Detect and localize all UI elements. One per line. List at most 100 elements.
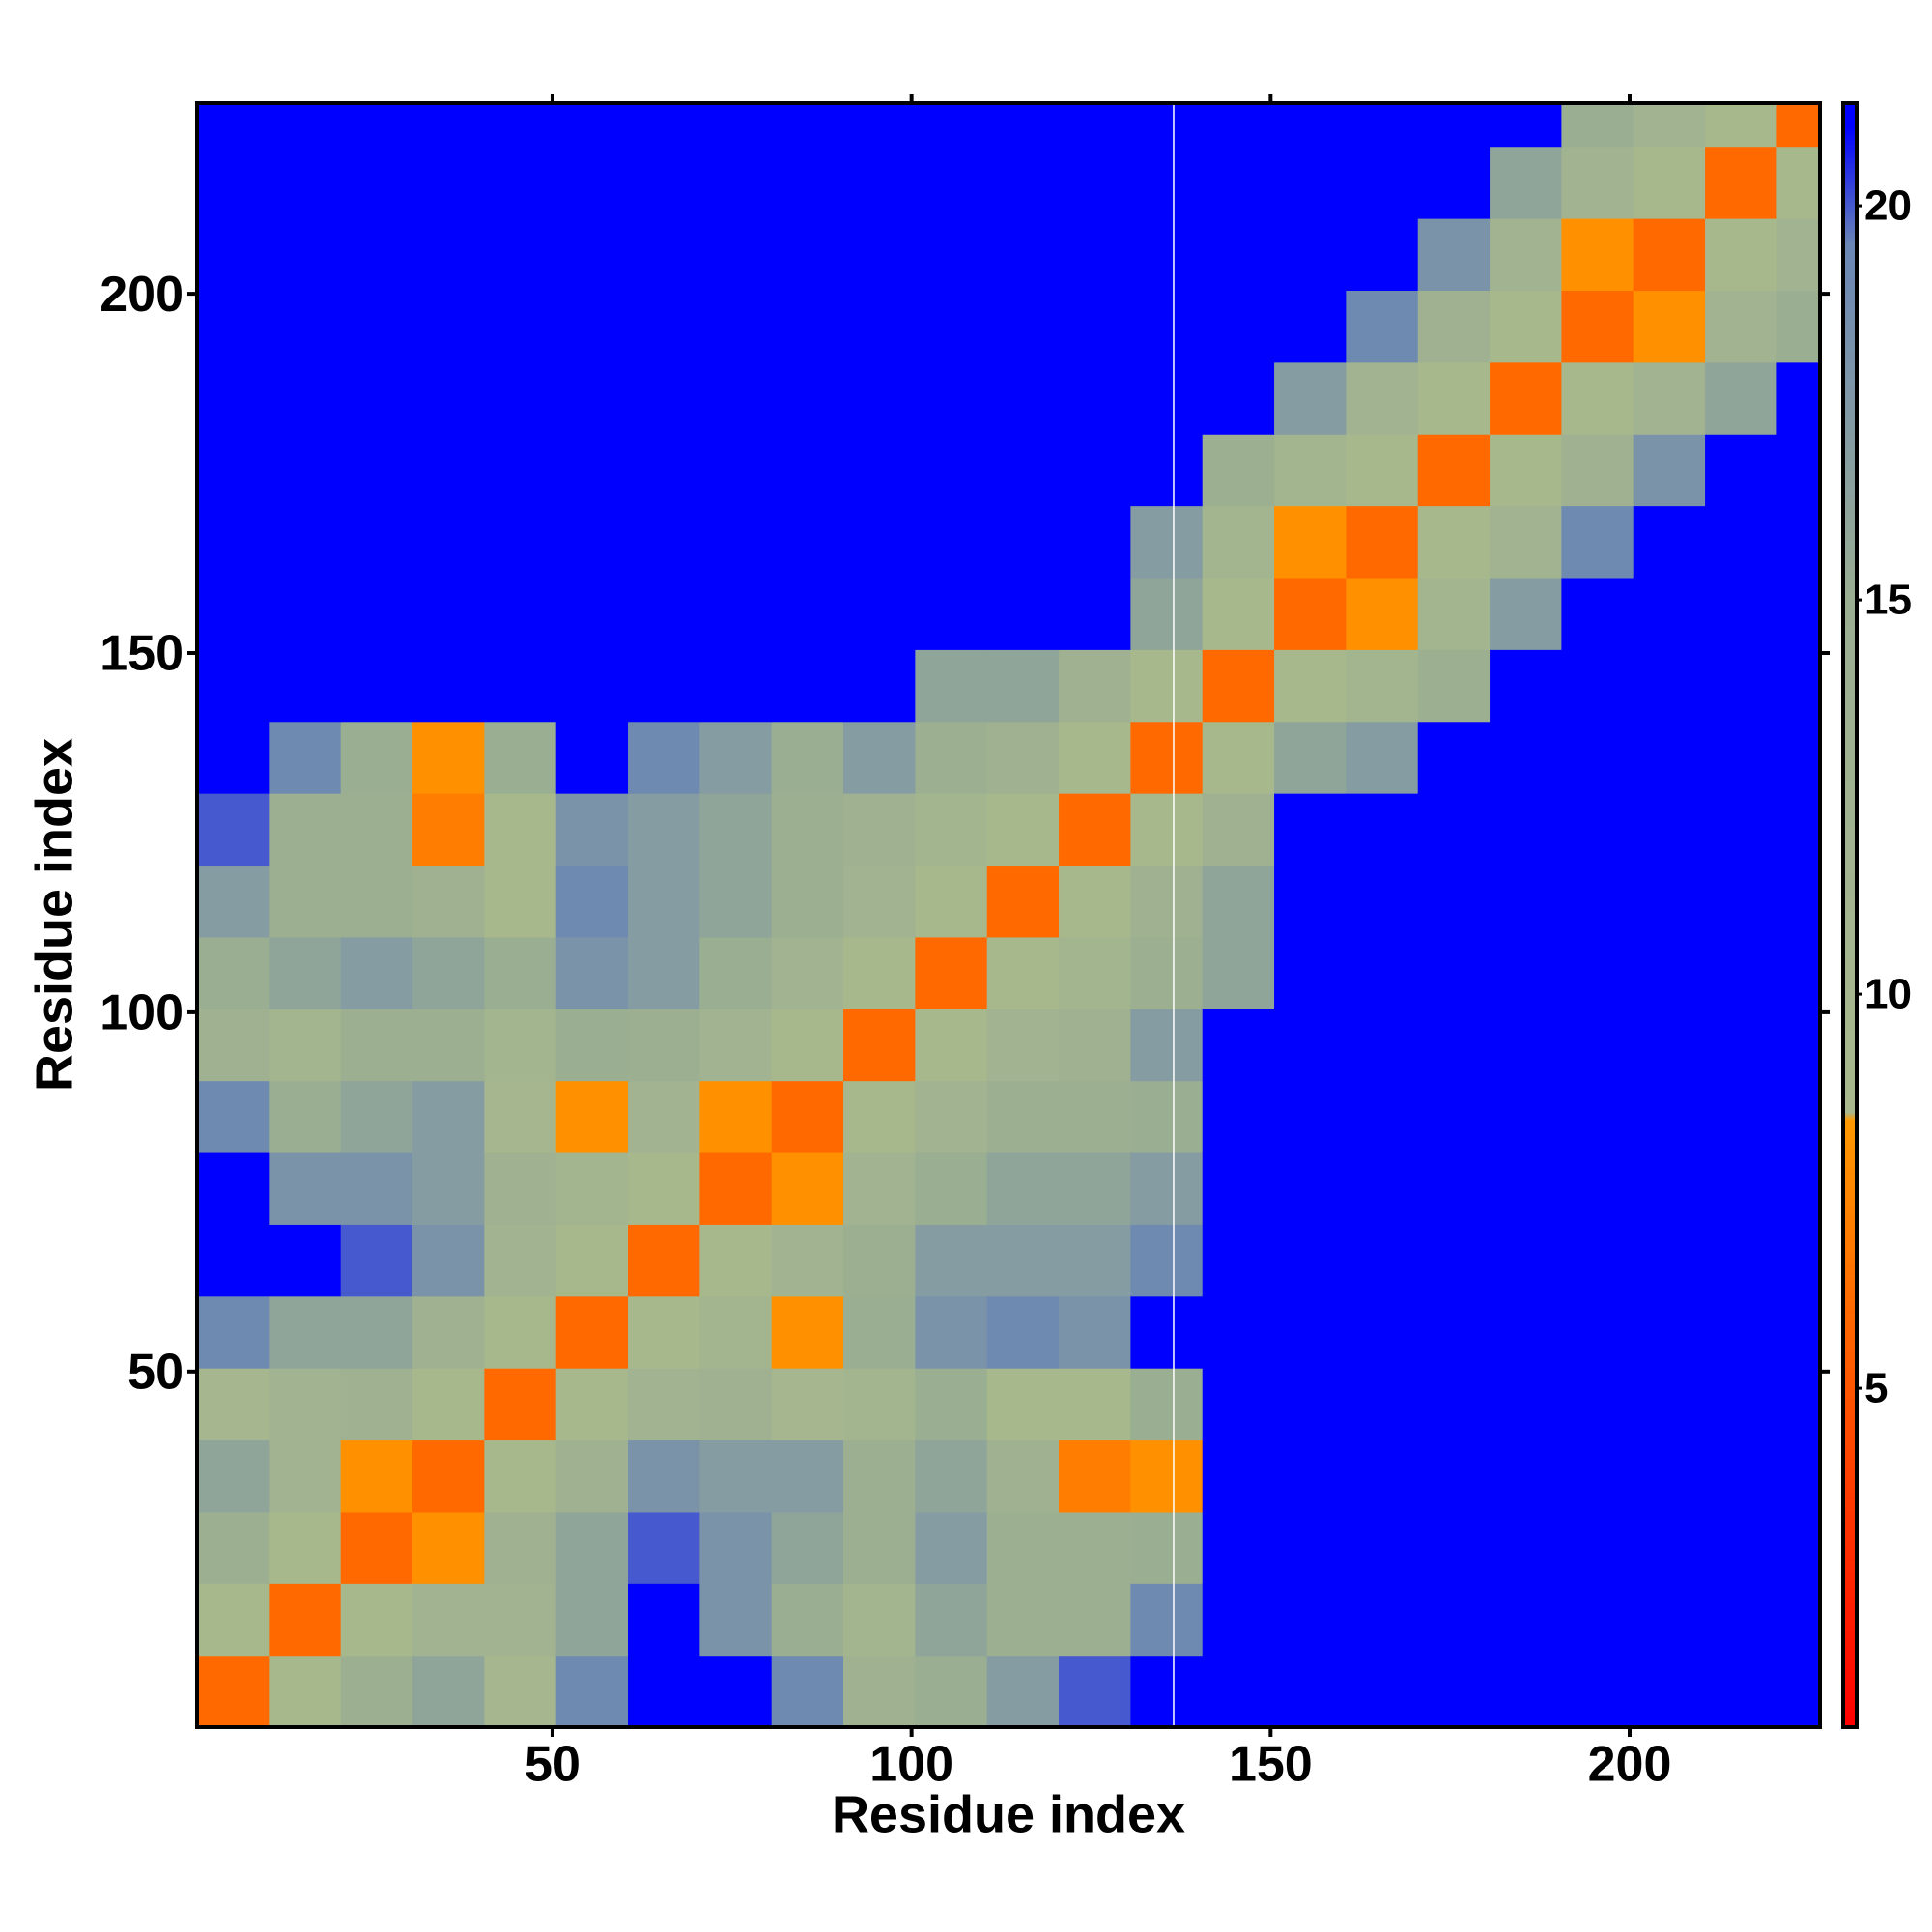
heatmap-cell	[1059, 146, 1131, 219]
heatmap-cell	[1130, 865, 1204, 938]
heatmap-cell	[843, 649, 916, 723]
heatmap-cell	[1417, 1224, 1491, 1297]
heatmap-cell	[1130, 505, 1204, 579]
heatmap-cell	[986, 361, 1060, 435]
heatmap-cell	[628, 721, 700, 794]
heatmap-cell	[1059, 1439, 1131, 1513]
heatmap-cell	[915, 721, 988, 794]
heatmap-cell	[1274, 1009, 1347, 1082]
heatmap-cell	[915, 1583, 988, 1657]
heatmap-cell	[915, 218, 988, 291]
heatmap-cell	[1633, 865, 1706, 938]
heatmap-cell	[1417, 505, 1491, 579]
heatmap-cell	[412, 1009, 485, 1082]
heatmap-cell	[628, 1368, 700, 1441]
heatmap-cell	[986, 290, 1060, 363]
heatmap-cell	[771, 218, 844, 291]
heatmap-cell	[412, 936, 485, 1009]
heatmap-cell	[340, 1080, 413, 1153]
heatmap-cell	[986, 1224, 1060, 1297]
heatmap-cell	[484, 1080, 557, 1153]
heatmap-cell	[1202, 505, 1275, 579]
heatmap-cell	[340, 577, 413, 650]
heatmap-cell	[1490, 721, 1562, 794]
heatmap-cell	[1633, 434, 1706, 507]
heatmap-cell	[843, 865, 916, 938]
heatmap-cell	[1130, 1080, 1204, 1153]
heatmap-cell	[197, 1151, 270, 1225]
heatmap-cell	[986, 1583, 1060, 1657]
heatmap-cell	[340, 721, 413, 794]
heatmap-cell	[1346, 1080, 1419, 1153]
heatmap-cell	[1417, 1511, 1491, 1584]
heatmap-cell	[1561, 290, 1634, 363]
heatmap-cell	[986, 793, 1060, 867]
heatmap-cell	[197, 434, 270, 507]
heatmap-cell	[555, 577, 629, 650]
heatmap-cell	[1274, 218, 1347, 291]
heatmap-cell	[843, 361, 916, 435]
heatmap-cell	[1417, 103, 1491, 148]
heatmap-cell	[1561, 1295, 1634, 1369]
heatmap-cell	[628, 434, 700, 507]
heatmap-cell	[771, 146, 844, 219]
heatmap-cell	[412, 1655, 485, 1728]
heatmap-cell	[555, 649, 629, 723]
heatmap-cell	[1633, 290, 1706, 363]
heatmap-cell	[1130, 103, 1204, 148]
heatmap-cell	[628, 1439, 700, 1513]
heatmap-cell	[340, 1224, 413, 1297]
heatmap-cell	[843, 434, 916, 507]
heatmap-cell	[843, 936, 916, 1009]
heatmap-cell	[340, 505, 413, 579]
heatmap-cell	[197, 1295, 270, 1369]
heatmap-cell	[1417, 1151, 1491, 1225]
heatmap-cell	[1561, 1080, 1634, 1153]
heatmap-cell	[1346, 865, 1419, 938]
heatmap-cell	[340, 865, 413, 938]
heatmap-cell	[484, 1583, 557, 1657]
heatmap-cell	[1776, 649, 1821, 723]
heatmap-cell	[1346, 505, 1419, 579]
heatmap-cell	[1346, 1368, 1419, 1441]
heatmap-cell	[628, 290, 700, 363]
heatmap-cell	[1705, 1368, 1777, 1441]
heatmap-cell	[1202, 218, 1275, 291]
heatmap-cell	[197, 505, 270, 579]
heatmap-cell	[1059, 1368, 1131, 1441]
heatmap-cell	[986, 1295, 1060, 1369]
heatmap-cell	[699, 505, 773, 579]
heatmap-cell	[1202, 936, 1275, 1009]
heatmap-cell	[1490, 865, 1562, 938]
heatmap-cell	[1776, 1080, 1821, 1153]
heatmap-cell	[628, 146, 700, 219]
heatmap-cell	[1346, 1009, 1419, 1082]
heatmap-cell	[1633, 1439, 1706, 1513]
y-tick-label: 100	[99, 985, 184, 1041]
heatmap-cell	[1705, 1655, 1777, 1728]
heatmap-cell	[1490, 1080, 1562, 1153]
heatmap-cell	[843, 103, 916, 148]
heatmap-cell	[1059, 865, 1131, 938]
heatmap-cell	[1417, 721, 1491, 794]
heatmap-cell	[915, 290, 988, 363]
heatmap-cell	[986, 577, 1060, 650]
heatmap-cell	[699, 1368, 773, 1441]
heatmap-cell	[269, 1224, 342, 1297]
heatmap-cell	[1417, 290, 1491, 363]
y-axis-title: Residue index	[25, 738, 83, 1092]
heatmap-cell	[484, 1368, 557, 1441]
heatmap-cell	[1633, 1224, 1706, 1297]
heatmap-cell	[555, 1655, 629, 1728]
heatmap-cell	[1202, 361, 1275, 435]
heatmap-cell	[1490, 505, 1562, 579]
heatmap-cell	[1346, 721, 1419, 794]
y-tick-label: 150	[99, 626, 184, 682]
heatmap-cell	[1059, 1080, 1131, 1153]
heatmap-cell	[915, 865, 988, 938]
heatmap-cell	[1059, 1655, 1131, 1728]
heatmap-cell	[1059, 103, 1131, 148]
heatmap-cell	[1346, 1224, 1419, 1297]
heatmap-cell	[340, 1655, 413, 1728]
heatmap-cell	[412, 218, 485, 291]
